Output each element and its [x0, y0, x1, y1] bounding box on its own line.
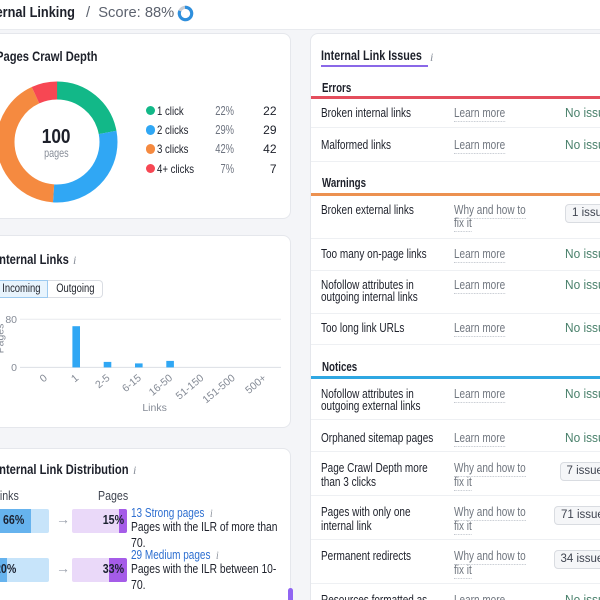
svg-text:2-5: 2-5: [93, 372, 112, 391]
svg-text:1: 1: [69, 372, 81, 385]
svg-text:0: 0: [38, 372, 50, 385]
svg-text:Pages: Pages: [0, 324, 7, 354]
svg-text:16-50: 16-50: [147, 372, 175, 399]
svg-text:6-15: 6-15: [120, 372, 144, 395]
svg-text:Links: Links: [142, 402, 167, 414]
svg-text:151-500: 151-500: [200, 372, 237, 406]
svg-text:500+: 500+: [243, 372, 269, 396]
svg-text:0: 0: [11, 362, 17, 374]
svg-text:80: 80: [5, 314, 17, 326]
